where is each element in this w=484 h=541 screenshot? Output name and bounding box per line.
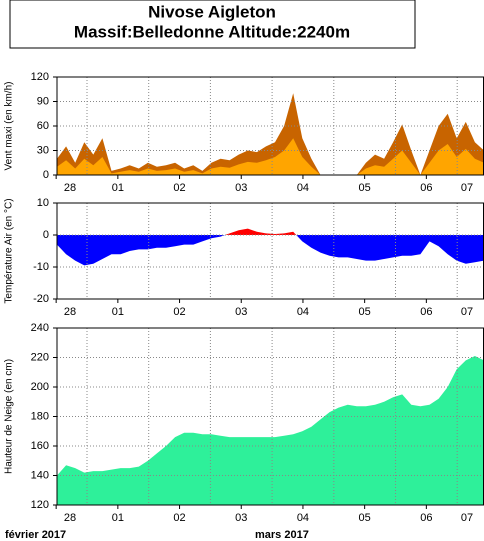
y-tick-label: 30 (37, 144, 49, 156)
x-tick-label: 03 (235, 306, 247, 318)
y-tick-label: 240 (31, 322, 49, 334)
title-box (9, 0, 416, 49)
y-tick-label: 0 (43, 229, 49, 241)
x-tick-label: 02 (173, 306, 185, 318)
x-tick-label: 04 (297, 182, 309, 194)
y-tick-label: 220 (31, 351, 49, 363)
month-label: février 2017 (5, 529, 66, 541)
x-tick-label: 05 (359, 306, 371, 318)
x-tick-label: 02 (173, 182, 185, 194)
x-tick-label: 07 (461, 512, 473, 524)
chart-subtitle: Massif:Belledonne Altitude:2240m (74, 22, 350, 41)
area (57, 356, 484, 505)
x-tick-label: 05 (359, 512, 371, 524)
x-tick-label: 03 (235, 512, 247, 524)
area (57, 138, 484, 175)
y-axis-label: Température Air (en °C) (4, 198, 15, 303)
x-tick-label: 28 (64, 512, 76, 524)
y-tick-label: -20 (33, 293, 49, 305)
x-tick-label: 07 (461, 306, 473, 318)
y-tick-label: 160 (31, 440, 49, 452)
x-tick-label: 06 (420, 512, 432, 524)
x-tick-label: 01 (112, 306, 124, 318)
x-tick-label: 02 (173, 512, 185, 524)
y-tick-label: 180 (31, 410, 49, 422)
y-tick-label: 0 (43, 169, 49, 181)
area-positive (57, 228, 484, 235)
y-tick-label: 140 (31, 469, 49, 481)
x-tick-label: 01 (112, 182, 124, 194)
x-tick-label: 01 (112, 512, 124, 524)
x-tick-label: 04 (297, 306, 309, 318)
x-tick-label: 05 (359, 182, 371, 194)
x-tick-label: 06 (420, 182, 432, 194)
x-tick-label: 28 (64, 306, 76, 318)
area-negative (57, 235, 484, 266)
x-tick-label: 04 (297, 512, 309, 524)
y-tick-label: 200 (31, 381, 49, 393)
y-axis-label: Vent maxi (en km/h) (4, 82, 15, 171)
y-tick-label: 90 (37, 95, 49, 107)
month-label: mars 2017 (255, 529, 309, 541)
y-tick-label: 120 (31, 71, 49, 83)
chart-title: Nivose Aigleton (148, 2, 276, 21)
y-tick-label: 10 (37, 197, 49, 209)
y-tick-label: -10 (33, 261, 49, 273)
x-tick-label: 28 (64, 182, 76, 194)
y-tick-label: 120 (31, 499, 49, 511)
x-tick-label: 07 (461, 182, 473, 194)
y-axis-label: Hauteur de Neige (en cm) (4, 359, 15, 474)
x-tick-label: 03 (235, 182, 247, 194)
x-tick-label: 06 (420, 306, 432, 318)
y-tick-label: 60 (37, 120, 49, 132)
